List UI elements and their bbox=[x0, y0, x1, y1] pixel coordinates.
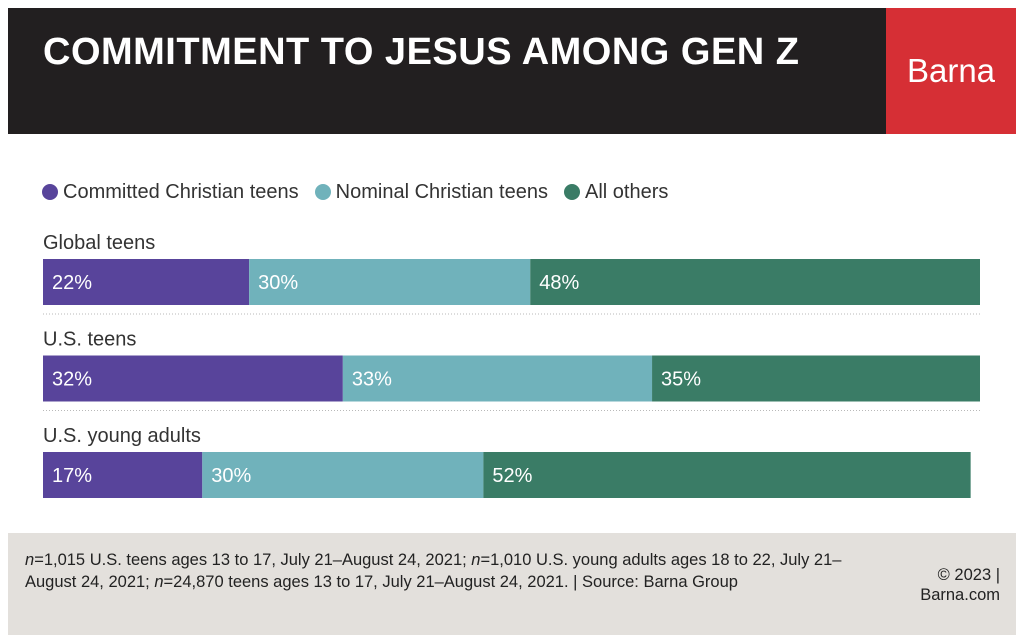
bar-us-teens-others bbox=[652, 355, 980, 402]
legend-item-others: All others bbox=[563, 180, 669, 204]
bar-label-global-teens-committed: 22% bbox=[52, 272, 92, 294]
footnote-text2: =1,010 U.S. young adults ages 18 to 22, … bbox=[25, 551, 842, 591]
legend: Committed Christian teens Nominal Christ… bbox=[42, 178, 684, 206]
footer: n=1,015 U.S. teens ages 13 to 17, July 2… bbox=[8, 533, 1016, 635]
bar-global-teens-nominal bbox=[249, 259, 531, 305]
website-link: Barna.com bbox=[920, 586, 1000, 604]
copyright: © 2023 | Barna.com bbox=[920, 565, 1000, 605]
bar-label-us-teens-nominal: 33% bbox=[352, 369, 392, 391]
legend-swatch-committed bbox=[42, 184, 58, 200]
stacked-bar-chart: Global teens 22% 30% 48% U.S. teens 32% 33% 35%… bbox=[43, 232, 980, 498]
legend-swatch-others bbox=[563, 184, 580, 200]
legend-item-nominal: Nominal Christian teens bbox=[314, 180, 548, 204]
legend-label-nominal: Nominal Christian teens bbox=[335, 180, 548, 203]
footnote-n1: n bbox=[25, 551, 35, 569]
footnote-n2: n bbox=[471, 551, 481, 569]
copyright-line: © 2023 | bbox=[937, 566, 1000, 584]
bar-label-us-teens-committed: 32% bbox=[52, 369, 92, 391]
legend-label-committed: Committed Christian teens bbox=[63, 180, 299, 203]
bar-us-young-adults-others bbox=[483, 452, 971, 498]
footnote: n=1,015 U.S. teens ages 13 to 17, July 2… bbox=[25, 549, 885, 593]
chart-title: COMMITMENT TO JESUS AMONG GEN Z bbox=[43, 31, 800, 73]
footnote-n3: n bbox=[154, 573, 164, 591]
footnote-text3: =24,870 teens ages 13 to 17, July 21–Aug… bbox=[163, 573, 738, 591]
bar-label-us-young-adults-nominal: 30% bbox=[211, 465, 251, 487]
bar-label-global-teens-nominal: 30% bbox=[258, 272, 298, 294]
bar-us-teens-committed bbox=[43, 355, 343, 402]
bar-global-teens-committed bbox=[43, 259, 250, 305]
category-label-us-young-adults: U.S. young adults bbox=[43, 425, 201, 447]
bar-global-teens-others bbox=[530, 259, 980, 305]
category-label-us-teens: U.S. teens bbox=[43, 329, 136, 351]
bar-us-young-adults-committed bbox=[43, 452, 203, 498]
legend-label-others: All others bbox=[584, 180, 669, 203]
footnote-text1: =1,015 U.S. teens ages 13 to 17, July 21… bbox=[34, 551, 472, 569]
brand-logo: Barna bbox=[886, 8, 1016, 134]
bar-label-us-young-adults-others: 52% bbox=[492, 465, 532, 487]
brand-name: Barna bbox=[906, 52, 996, 89]
bar-us-teens-nominal bbox=[342, 355, 653, 402]
header-bar: COMMITMENT TO JESUS AMONG GEN Z bbox=[8, 8, 886, 134]
category-label-global-teens: Global teens bbox=[43, 232, 155, 254]
legend-item-committed: Committed Christian teens bbox=[42, 181, 299, 204]
bar-us-young-adults-nominal bbox=[202, 452, 484, 498]
legend-swatch-nominal bbox=[314, 184, 331, 200]
bar-label-us-young-adults-committed: 17% bbox=[52, 465, 92, 487]
bar-label-global-teens-others: 48% bbox=[539, 272, 579, 294]
bar-label-us-teens-others: 35% bbox=[661, 369, 701, 391]
